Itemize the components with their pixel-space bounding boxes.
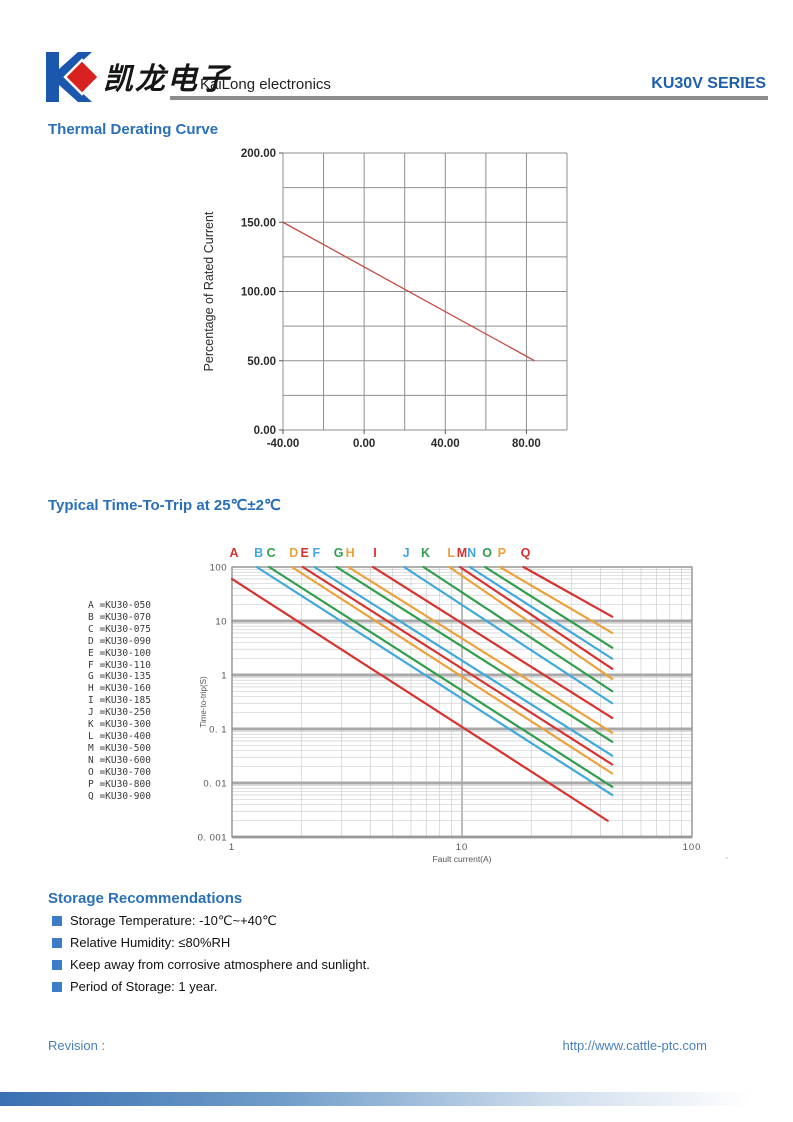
series-line-J [402,565,614,705]
storage-item-text: Storage Temperature: -10℃~+40℃ [70,913,277,928]
svg-text:0.00: 0.00 [254,425,276,437]
svg-text:1: 1 [221,671,227,682]
svg-text:40.00: 40.00 [431,438,460,450]
stray-mark: · [725,852,729,864]
legend-item-I: I =KU30-185 [88,695,151,707]
legend-item-P: P =KU30-800 [88,778,151,790]
legend-item-D: D =KU30-090 [88,635,151,647]
series-line-B [255,565,614,797]
legend-item-B: B =KU30-070 [88,611,151,623]
trip-heading: Typical Time-To-Trip at 25℃±2℃ [48,497,281,514]
svg-text:0. 1: 0. 1 [209,725,227,736]
trip-legend: A =KU30-050 B =KU30-070 C =KU30-075 D =KU30… [88,600,151,802]
svg-text:Time-to-trip(S): Time-to-trip(S) [199,676,208,728]
series-line-M [458,565,614,670]
header-divider [170,96,768,100]
series-line-D [290,565,614,775]
svg-text:150.00: 150.00 [241,217,276,229]
series-line-E [301,565,614,766]
series-line-I [371,565,614,720]
series-line-O [483,565,614,649]
series-letter-H: H [346,546,355,560]
series-letter-F: F [313,546,321,560]
series-letter-M: M [457,546,467,560]
series-letter-Q: Q [521,546,531,560]
svg-text:0. 01: 0. 01 [203,779,227,790]
brand-name-chinese: 凯龙电子 [103,62,231,97]
footer-gradient-bar [0,1092,790,1106]
series-letter-N: N [467,546,476,560]
series-line-G [335,565,614,743]
website-link[interactable]: http://www.cattle-ptc.com [562,1038,708,1053]
storage-item-text: Period of Storage: 1 year. [70,979,218,994]
svg-text:10: 10 [456,842,469,853]
series-letter-G: G [334,546,344,560]
logo-k-shape [46,52,92,102]
series-letter-J: J [403,546,410,560]
svg-text:0. 001: 0. 001 [198,833,227,844]
series-letter-L: L [447,546,455,560]
series-line-Q [522,565,614,618]
series-line-L [448,565,614,680]
svg-text:Fault current(A): Fault current(A) [432,854,491,864]
svg-text:100: 100 [210,563,227,574]
series-line-C [268,565,614,788]
series-letter-C: C [267,546,276,560]
legend-item-A: A =KU30-050 [88,600,151,611]
series-line-A [230,577,609,822]
bullet-square-icon [52,960,62,970]
series-line-K [422,565,614,693]
series-letter-O: O [482,546,492,560]
legend-item-G: G =KU30-135 [88,671,151,683]
bullet-square-icon [52,938,62,948]
svg-text:100.00: 100.00 [241,287,276,299]
legend-item-M: M =KU30-500 [88,742,151,754]
legend-item-N: N =KU30-600 [88,754,151,766]
series-letter-A: A [229,546,238,560]
logo-red-diamond [63,58,100,96]
storage-heading: Storage Recommendations [48,890,243,907]
svg-text:0.00: 0.00 [353,438,375,450]
bullet-square-icon [52,982,62,992]
svg-text:200.00: 200.00 [241,148,276,160]
legend-item-F: F =KU30-110 [88,659,151,671]
svg-text:10: 10 [215,617,227,628]
revision-label: Revision : [48,1038,106,1053]
legend-item-C: C =KU30-075 [88,623,151,635]
legend-item-L: L =KU30-400 [88,730,151,742]
series-title: KU30V SERIES [651,75,766,92]
series-letter-P: P [498,546,506,560]
svg-text:Percentage of Rated Current: Percentage of Rated Current [202,211,216,371]
svg-text:1: 1 [229,842,235,853]
bullet-square-icon [52,916,62,926]
svg-text:-40.00: -40.00 [267,438,300,450]
svg-text:80.00: 80.00 [512,438,541,450]
legend-item-K: K =KU30-300 [88,719,151,731]
series-line-P [498,565,614,635]
svg-text:50.00: 50.00 [247,356,276,368]
series-letter-I: I [373,546,376,560]
series-line-N [468,565,614,660]
series-letter-B: B [254,546,263,560]
series-letter-E: E [301,546,309,560]
legend-item-J: J =KU30-250 [88,707,151,719]
series-letter-K: K [421,546,430,560]
svg-text:100: 100 [683,842,702,853]
storage-item-text: Relative Humidity: ≤80%RH [70,935,231,950]
legend-item-E: E =KU30-100 [88,647,151,659]
storage-item-text: Keep away from corrosive atmosphere and … [70,957,370,972]
kailong-logo [46,52,100,102]
derating-heading: Thermal Derating Curve [48,121,219,138]
legend-item-Q: Q =KU30-900 [88,790,151,802]
series-line-F [313,565,614,757]
series-letter-D: D [289,546,298,560]
brand-name-english: KaiLong electronics [200,76,331,93]
legend-item-O: O =KU30-700 [88,766,151,778]
series-line-H [347,565,614,734]
legend-item-H: H =KU30-160 [88,683,151,695]
